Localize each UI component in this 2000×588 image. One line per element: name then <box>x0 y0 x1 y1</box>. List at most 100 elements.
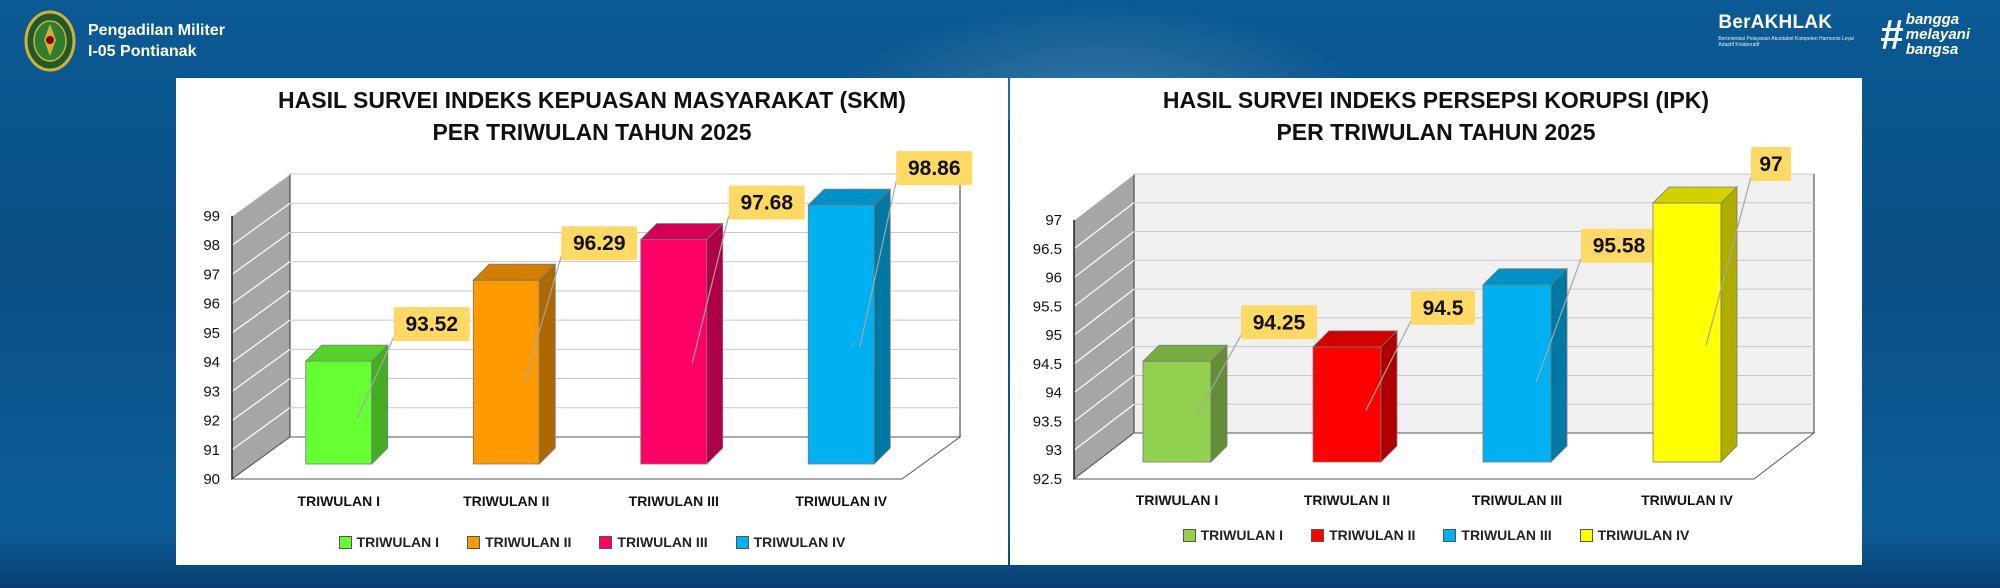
ipk-bar-top <box>1312 330 1398 348</box>
ipk-legend-label-1: TRIWULAN I <box>1200 527 1284 543</box>
skm-legend-swatch-4 <box>735 535 749 549</box>
skm-data-label-box <box>561 226 638 261</box>
skm-gridline-side <box>231 290 291 334</box>
ipk-gridline-side <box>1073 173 1135 221</box>
skm-legend-swatch-3 <box>599 535 613 549</box>
skm-gridline-side <box>231 378 291 422</box>
skm-data-label: 97.68 <box>740 192 793 215</box>
ipk-label-leader <box>1535 258 1582 383</box>
skm-gridline-side <box>231 231 291 275</box>
skm-y-tick-label: 91 <box>203 442 220 459</box>
skm-gridline-side <box>231 173 291 217</box>
skm-label-leader <box>356 336 395 418</box>
skm-data-label-box <box>896 151 973 186</box>
ipk-label-leader <box>1365 320 1412 411</box>
skm-legend-label-2: TRIWULAN II <box>485 534 572 550</box>
skm-bar-front <box>305 360 373 465</box>
org-name-line2: I-05 Pontianak <box>88 43 197 60</box>
bangga-word-3: bangsa <box>1905 41 1959 58</box>
ipk-data-label: 97 <box>1759 153 1782 176</box>
ipk-y-tick-label: 92.5 <box>1033 471 1062 488</box>
ipk-bar-side <box>1550 267 1568 463</box>
ipk-bar-front <box>1312 346 1382 463</box>
ipk-legend: TRIWULAN I TRIWULAN II TRIWULAN III TRIW… <box>1010 527 1862 543</box>
ipk-gridline-side <box>1073 202 1135 250</box>
skm-data-label: 98.86 <box>908 157 961 180</box>
ipk-label-leader <box>1705 176 1752 346</box>
ipk-y-tick-label: 96.5 <box>1033 241 1062 258</box>
skm-category-label: TRIWULAN III <box>629 493 719 509</box>
skm-chart-title: HASIL SURVEI INDEKS KEPUASAN MASYARAKAT … <box>176 84 1008 148</box>
ipk-data-label: 95.58 <box>1593 235 1646 258</box>
skm-legend-label-3: TRIWULAN III <box>617 534 708 550</box>
ipk-bar-front <box>1142 360 1212 463</box>
skm-category-label: TRIWULAN I <box>298 493 380 509</box>
skm-y-tick-label: 92 <box>203 413 220 430</box>
ipk-gridline-side <box>1073 374 1135 422</box>
ipk-data-label-box <box>1581 228 1657 263</box>
skm-y-tick-label: 93 <box>203 383 220 400</box>
brand-logos: BerAKHLAK Berorientasi Pelayanan Akuntab… <box>1718 12 1970 57</box>
skm-data-label: 93.52 <box>405 313 458 336</box>
skm-legend-label-4: TRIWULAN IV <box>753 534 846 550</box>
ipk-legend-label-4: TRIWULAN IV <box>1597 527 1690 543</box>
skm-y-tick-label: 98 <box>203 237 220 254</box>
skm-data-label-box <box>728 185 805 220</box>
skm-label-leader <box>859 180 897 348</box>
hashtag-icon: # <box>1880 10 1904 58</box>
ipk-bar-front <box>1652 202 1722 463</box>
ipk-data-label-box <box>1411 290 1475 325</box>
court-emblem-icon <box>24 10 76 72</box>
ipk-bar-top <box>1142 344 1228 362</box>
bangga-melayani-logo: # bangga melayani bangsa <box>1880 12 1970 57</box>
skm-title-line1: HASIL SURVEI INDEKS KEPUASAN MASYARAKAT … <box>278 87 906 113</box>
ipk-bar-side <box>1210 344 1228 463</box>
skm-data-label: 96.29 <box>573 232 626 255</box>
ipk-title-line2: PER TRIWULAN TAHUN 2025 <box>1276 119 1596 145</box>
ipk-legend-item: TRIWULAN IV <box>1579 527 1690 543</box>
bangga-word-2: melayani <box>1905 26 1970 43</box>
skm-y-tick-label: 94 <box>203 354 220 371</box>
ipk-legend-swatch-1 <box>1182 528 1196 542</box>
skm-bar-side <box>873 188 891 465</box>
skm-bar-front <box>640 239 708 465</box>
ipk-gridline-side <box>1073 403 1135 451</box>
berakhlak-logo: BerAKHLAK Berorientasi Pelayanan Akuntab… <box>1718 12 1858 48</box>
skm-y-tick-label: 99 <box>203 208 220 225</box>
ipk-legend-label-3: TRIWULAN III <box>1461 527 1552 543</box>
ipk-floor <box>1072 432 1816 480</box>
skm-label-leader <box>524 256 562 382</box>
ipk-category-label: TRIWULAN III <box>1472 492 1562 508</box>
skm-bar-chart: 90 91 92 93 94 95 96 97 98 99 TRIWULAN I 93.52 TRIWU… <box>203 151 973 509</box>
ipk-legend-item: TRIWULAN II <box>1311 527 1415 543</box>
bangga-word-1: bangga <box>1905 11 1960 28</box>
ipk-y-tick-label: 95 <box>1045 327 1062 344</box>
ipk-legend-swatch-4 <box>1579 528 1593 542</box>
skm-legend-item: TRIWULAN II <box>467 534 571 550</box>
skm-bar-top <box>639 223 724 240</box>
ipk-data-label-box <box>1751 147 1791 181</box>
ipk-y-tick-label: 97 <box>1045 212 1062 229</box>
ipk-legend-label-2: TRIWULAN II <box>1329 527 1416 543</box>
ipk-gridline-side <box>1073 288 1135 336</box>
skm-gridline-side <box>231 348 291 392</box>
skm-bar-side <box>371 344 389 465</box>
ipk-chart-title: HASIL SURVEI INDEKS PERSEPSI KORUPSI (IP… <box>1010 84 1862 148</box>
org-header: Pengadilan Militer I-05 Pontianak <box>24 10 225 72</box>
ipk-y-tick-label: 96 <box>1045 270 1062 287</box>
skm-legend-swatch-2 <box>467 535 481 549</box>
ipk-title-line1: HASIL SURVEI INDEKS PERSEPSI KORUPSI (IP… <box>1162 87 1710 113</box>
skm-category-label: TRIWULAN IV <box>795 493 887 509</box>
ipk-category-label: TRIWULAN IV <box>1641 492 1733 508</box>
ipk-gridline-side <box>1073 317 1135 365</box>
ipk-data-label: 94.5 <box>1423 297 1464 320</box>
skm-y-tick-label: 97 <box>203 266 220 283</box>
skm-legend-item: TRIWULAN III <box>599 534 708 550</box>
ipk-legend-item: TRIWULAN III <box>1443 527 1552 543</box>
skm-y-tick-label: 96 <box>203 296 220 313</box>
ipk-chart-panel: HASIL SURVEI INDEKS PERSEPSI KORUPSI (IP… <box>1010 78 1862 565</box>
skm-gridline-side <box>231 202 291 246</box>
ipk-bar-top <box>1652 186 1738 204</box>
skm-gridline-side <box>231 407 291 451</box>
skm-legend-label-1: TRIWULAN I <box>356 534 440 550</box>
